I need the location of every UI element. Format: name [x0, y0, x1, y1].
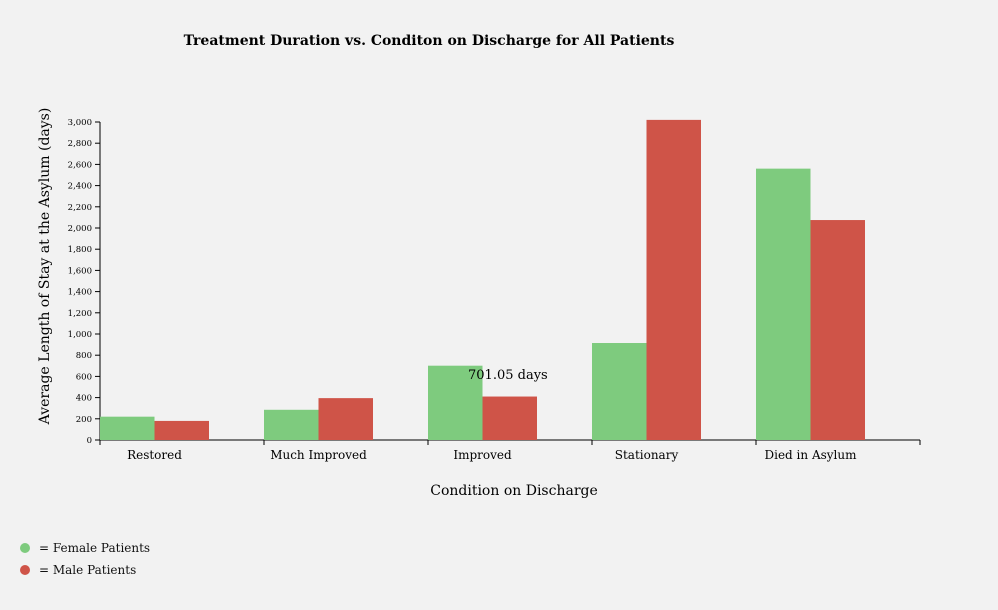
male-bar-improved — [482, 396, 537, 440]
female-bar-died-in-asylum — [756, 168, 811, 440]
female-bar-restored — [100, 416, 155, 440]
female-bar-stationary — [592, 343, 647, 440]
legend-item-female: = Female Patients — [20, 537, 150, 559]
legend: = Female Patients = Male Patients — [20, 537, 150, 581]
y-tick-label: 400 — [76, 394, 92, 404]
y-tick-label: 1,200 — [68, 309, 92, 319]
y-tick-label: 3,000 — [68, 118, 92, 128]
y-tick-label: 2,800 — [68, 139, 92, 149]
annotation-group: 701.05 days — [468, 368, 548, 383]
x-tick-label: Much Improved — [270, 448, 367, 462]
axes: 0 200 400 600 800 1,000 1,200 1,400 1,600 1,800 2,… — [68, 118, 921, 462]
male-bar-died-in-asylum — [810, 220, 865, 440]
y-tick-label: 1,000 — [68, 330, 92, 340]
legend-label-female: = Female Patients — [39, 541, 151, 555]
y-tick-label: 800 — [76, 351, 92, 361]
legend-marker-male — [20, 565, 30, 575]
y-tick-label: 1,600 — [68, 266, 92, 276]
x-tick-label: Improved — [453, 448, 512, 462]
y-tick-label: 2,400 — [68, 182, 92, 192]
y-tick-label: 2,000 — [68, 224, 92, 234]
y-tick-label: 1,400 — [68, 288, 92, 298]
female-bar-much-improved — [264, 409, 319, 440]
bars-group — [100, 119, 865, 440]
y-tick-label: 200 — [76, 415, 92, 425]
y-tick-label: 1,800 — [68, 245, 92, 255]
y-tick-label: 600 — [76, 372, 92, 382]
y-tick-label: 2,200 — [68, 203, 92, 213]
y-tick-label: 2,600 — [68, 160, 92, 170]
x-tick-label: Died in Asylum — [765, 448, 858, 462]
x-axis-label: Condition on Discharge — [430, 483, 598, 499]
value-annotation: 701.05 days — [468, 368, 548, 383]
legend-label-male: = Male Patients — [39, 563, 137, 577]
y-axis-label: Average Length of Stay at the Asylum (da… — [37, 108, 53, 426]
x-tick-label: Restored — [127, 448, 182, 462]
x-tick-label: Stationary — [615, 448, 679, 462]
chart-title: Treatment Duration vs. Conditon on Disch… — [184, 33, 675, 49]
female-bar-improved — [428, 365, 483, 440]
male-bar-restored — [154, 420, 209, 440]
legend-marker-female — [20, 543, 30, 553]
male-bar-much-improved — [318, 398, 373, 440]
y-tick-label: 0 — [87, 436, 92, 446]
male-bar-stationary — [646, 119, 701, 440]
legend-item-male: = Male Patients — [20, 559, 150, 581]
